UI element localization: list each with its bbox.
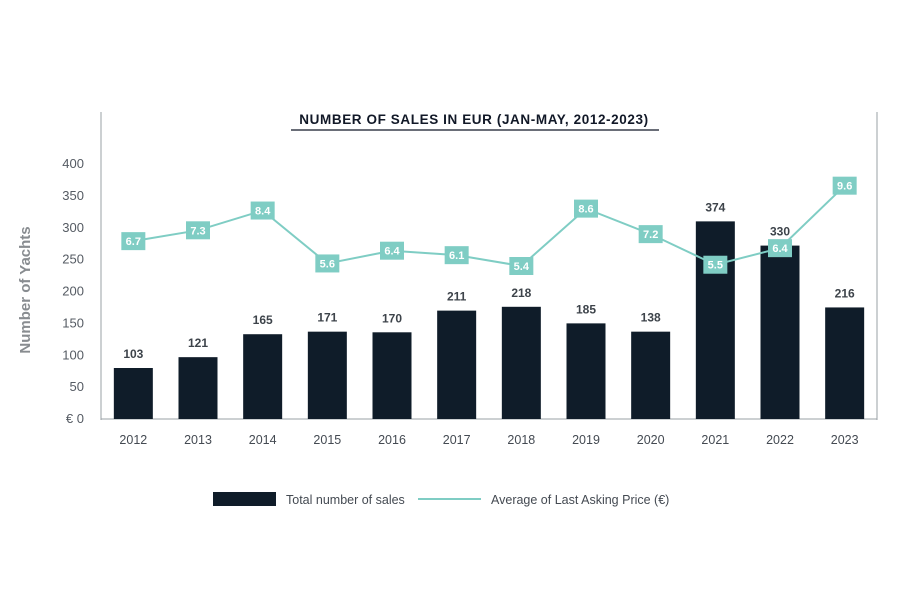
bar-value-label: 218 [511, 286, 531, 300]
bar [566, 323, 606, 419]
line-series: 6.7 7.3 8.4 5.6 6.4 6.1 5.4 8.6 7.2 5.5 6.4 9.6 [121, 176, 857, 275]
line-value-label: 5.5 [708, 260, 723, 272]
line-point-marker [574, 199, 598, 218]
line-value-label: 6.7 [126, 236, 141, 248]
line-value-label: 6.4 [384, 246, 400, 258]
x-tick-label: 2016 [378, 433, 406, 447]
y-tick-label: 250 [62, 252, 84, 267]
x-tick-label: 2019 [572, 433, 600, 447]
y-tick-label: € 0 [66, 411, 84, 426]
bar [760, 245, 800, 419]
y-tick-label: 150 [62, 315, 84, 330]
x-tick-label: 2023 [831, 433, 859, 447]
x-tick-label: 2013 [184, 433, 212, 447]
bar [243, 334, 283, 419]
line-point-marker [444, 246, 469, 265]
line-point-marker [380, 241, 404, 260]
bar-value-label: 170 [382, 311, 402, 325]
line-value-label: 5.4 [514, 261, 530, 273]
line-point-marker [121, 232, 146, 251]
line-value-label: 6.4 [772, 243, 788, 255]
x-tick-label: 2012 [119, 433, 147, 447]
bar [372, 332, 412, 419]
x-tick-label: 2014 [249, 433, 277, 447]
bar-value-label: 216 [835, 286, 855, 300]
line-value-label: 6.1 [449, 250, 464, 262]
bar-value-label: 103 [123, 347, 143, 361]
x-tick-label: 2018 [507, 433, 535, 447]
bar [113, 368, 153, 419]
line-point-marker [250, 201, 275, 220]
line-value-label: 8.6 [578, 204, 593, 216]
line-value-label: 7.2 [643, 229, 658, 241]
bar-value-label: 374 [705, 200, 725, 214]
bar [631, 331, 671, 419]
bar [695, 221, 735, 419]
y-tick-label: 50 [70, 379, 84, 394]
legend-label-line: Average of Last Asking Price (€) [491, 493, 669, 507]
line-value-label: 7.3 [190, 225, 205, 237]
line-path [133, 184, 846, 268]
line-point-marker [768, 239, 792, 258]
bar-value-label: 165 [253, 313, 273, 327]
x-tick-label: 2021 [701, 433, 729, 447]
x-axis-ticks: 2012 2013 2014 2015 2016 2017 2018 2019 2020 2021… [119, 433, 858, 447]
legend-label-bars: Total number of sales [286, 493, 405, 507]
y-axis-label: Number of Yachts [17, 226, 34, 353]
y-tick-label: 200 [62, 284, 84, 299]
line-point-marker [832, 176, 857, 195]
line-value-label: 9.6 [837, 181, 852, 193]
line-point-marker [638, 225, 663, 244]
bar [437, 310, 477, 419]
bar [501, 306, 541, 419]
chart-title: NUMBER OF SALES IN EUR (JAN-MAY, 2012-20… [299, 112, 648, 127]
x-tick-label: 2015 [313, 433, 341, 447]
x-tick-label: 2017 [443, 433, 471, 447]
legend-swatch-bars [213, 492, 276, 506]
line-value-label: 8.4 [255, 206, 271, 218]
y-tick-label: 400 [62, 156, 84, 171]
legend: Total number of sales Average of Last As… [213, 492, 669, 507]
y-tick-label: 350 [62, 188, 84, 203]
bar [307, 331, 347, 419]
bar-value-label: 330 [770, 225, 790, 239]
line-point-marker [509, 257, 534, 275]
line-point-marker [315, 254, 340, 273]
line-point-marker [186, 221, 210, 240]
line-value-label: 5.6 [320, 258, 335, 270]
bar-value-label: 185 [576, 302, 596, 316]
y-tick-label: 300 [62, 220, 84, 235]
bar-value-label: 121 [188, 336, 208, 350]
bar-series: 103 121 165 171 170 211 218 185 138 374 330 216 [113, 200, 865, 419]
line-point-marker [703, 255, 728, 274]
bar [825, 307, 865, 419]
bar-value-label: 211 [447, 290, 467, 304]
y-tick-label: 100 [62, 347, 84, 362]
x-tick-label: 2020 [637, 433, 665, 447]
y-axis-ticks: € 0 50 100 150 200 250 300 350 400 [62, 156, 84, 426]
bar-value-label: 171 [317, 311, 337, 325]
bar [178, 357, 218, 419]
bar-value-label: 138 [641, 311, 661, 325]
x-tick-label: 2022 [766, 433, 794, 447]
